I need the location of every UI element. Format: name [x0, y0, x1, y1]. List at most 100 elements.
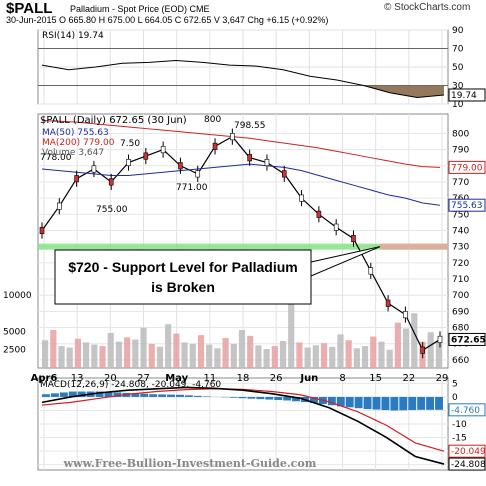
price-candle	[403, 311, 408, 319]
volume-bar	[197, 335, 205, 368]
macd-histogram-bar	[229, 396, 238, 398]
macd-tick-label: 5	[452, 379, 458, 389]
macd-current-value: -24.808	[451, 460, 486, 470]
volume-bar	[271, 346, 278, 368]
volume-bar	[370, 336, 377, 368]
rsi-tick-label: 70	[452, 45, 464, 55]
price-annotation-label: 755.00	[96, 205, 128, 215]
x-tick-label: 18	[237, 373, 250, 384]
x-tick-label: Jun	[299, 373, 318, 384]
macd-histogram-bar	[327, 396, 336, 406]
macd-histogram-bar	[68, 391, 77, 397]
volume-bar	[230, 343, 237, 368]
price-candle	[385, 299, 391, 307]
macd-histogram-bar	[193, 395, 202, 397]
volume-bar	[353, 348, 360, 368]
macd-histogram-bar	[274, 396, 283, 401]
volume-tick-label: 2500	[3, 346, 26, 356]
volume-bar	[279, 340, 287, 368]
volume-bar	[91, 344, 98, 368]
volume-bar	[288, 287, 295, 368]
price-candle	[316, 210, 322, 218]
stockcharts-logo[interactable]: © StockCharts.com	[384, 2, 471, 13]
price-candle	[143, 152, 149, 160]
price-candle	[74, 175, 79, 183]
macd-histogram-bar	[265, 396, 274, 400]
price-current-value: 755.63	[451, 201, 483, 211]
macd-histogram-bar	[59, 392, 68, 397]
rsi-current-value: 19.74	[451, 91, 477, 101]
price-candle	[281, 170, 287, 178]
rsi-legend: RSI(14) 19.74	[42, 31, 104, 41]
volume-bar	[206, 344, 213, 368]
volume-bar	[402, 328, 410, 368]
price-candle	[351, 235, 356, 243]
price-tick-label: 700	[452, 291, 469, 301]
rsi-tick-label: 90	[452, 26, 464, 36]
macd-histogram-bar	[42, 394, 50, 397]
price-candle	[368, 267, 374, 275]
macd-histogram-bar	[131, 393, 140, 397]
macd-histogram-bar	[417, 396, 426, 410]
macd-histogram-bar	[113, 392, 122, 397]
macd-histogram-bar	[176, 394, 184, 397]
volume-bar	[107, 332, 114, 368]
price-current-value: 779.00	[451, 163, 483, 173]
volume-bar	[148, 343, 155, 368]
volume-bar	[320, 343, 328, 368]
volume-bar	[304, 347, 311, 368]
price-current-value: 672.65	[451, 335, 486, 345]
macd-histogram-bar	[77, 391, 86, 397]
price-tick-label: 680	[452, 324, 469, 334]
ma200-line	[41, 119, 441, 168]
symbol-description: Palladium - Spot Price (EOD) CME	[70, 4, 210, 14]
x-tick-label: 11	[203, 373, 216, 384]
volume-bar	[99, 346, 106, 368]
volume-bar	[189, 343, 196, 368]
price-tick-label: 690	[452, 307, 469, 317]
price-candle	[108, 178, 114, 186]
volume-tick-label: 10000	[3, 291, 32, 301]
price-annotation-label: 771.00	[176, 183, 208, 193]
price-candle	[333, 223, 339, 231]
volume-bar	[247, 335, 254, 368]
macd-line	[41, 386, 445, 465]
price-current-tag	[448, 160, 486, 174]
volume-bar	[337, 334, 344, 368]
macd-histogram-bar	[95, 391, 104, 397]
price-candle	[91, 165, 97, 173]
volume-bar	[386, 349, 393, 368]
macd-histogram-bar	[435, 396, 443, 410]
price-candle	[437, 335, 443, 343]
volume-bar	[181, 342, 188, 368]
volume-bar	[329, 346, 336, 368]
price-tick-label: 730	[452, 243, 469, 253]
macd-tick-label: -15	[452, 434, 467, 444]
broken-support-band	[380, 243, 448, 250]
price-legend-item: MA(200) 779.00	[42, 138, 115, 148]
price-title: $PALL (Daily) 672.65 (30 Jun)	[40, 115, 187, 126]
macd-histogram-bar	[372, 396, 381, 410]
macd-legend: MACD(12,26,9) -24.808, -20.049, -4.760	[40, 380, 221, 390]
price-tick-label: 800	[452, 129, 469, 139]
volume-bar	[345, 340, 352, 368]
rsi-current-tag	[448, 88, 486, 102]
volume-bar	[435, 341, 442, 368]
x-tick-label: 29	[436, 373, 449, 384]
volume-bar	[42, 340, 49, 368]
volume-bar	[214, 348, 221, 368]
macd-histogram-bar	[149, 394, 158, 397]
macd-histogram-bar	[104, 391, 113, 397]
macd-histogram-bar	[283, 396, 292, 401]
volume-bar	[222, 338, 229, 368]
ohlc-summary: 30-Jun-2015 O 665.80 H 675.00 L 664.05 C…	[6, 15, 329, 25]
macd-histogram-bar	[184, 395, 193, 397]
macd-histogram-bar	[336, 396, 345, 407]
price-legend-item: MA(50) 755.63	[42, 128, 109, 138]
x-tick-label: May	[165, 373, 188, 384]
volume-bar	[238, 330, 246, 368]
price-candle	[230, 133, 235, 141]
price-candle	[420, 346, 425, 354]
price-tick-label: 790	[452, 146, 469, 156]
